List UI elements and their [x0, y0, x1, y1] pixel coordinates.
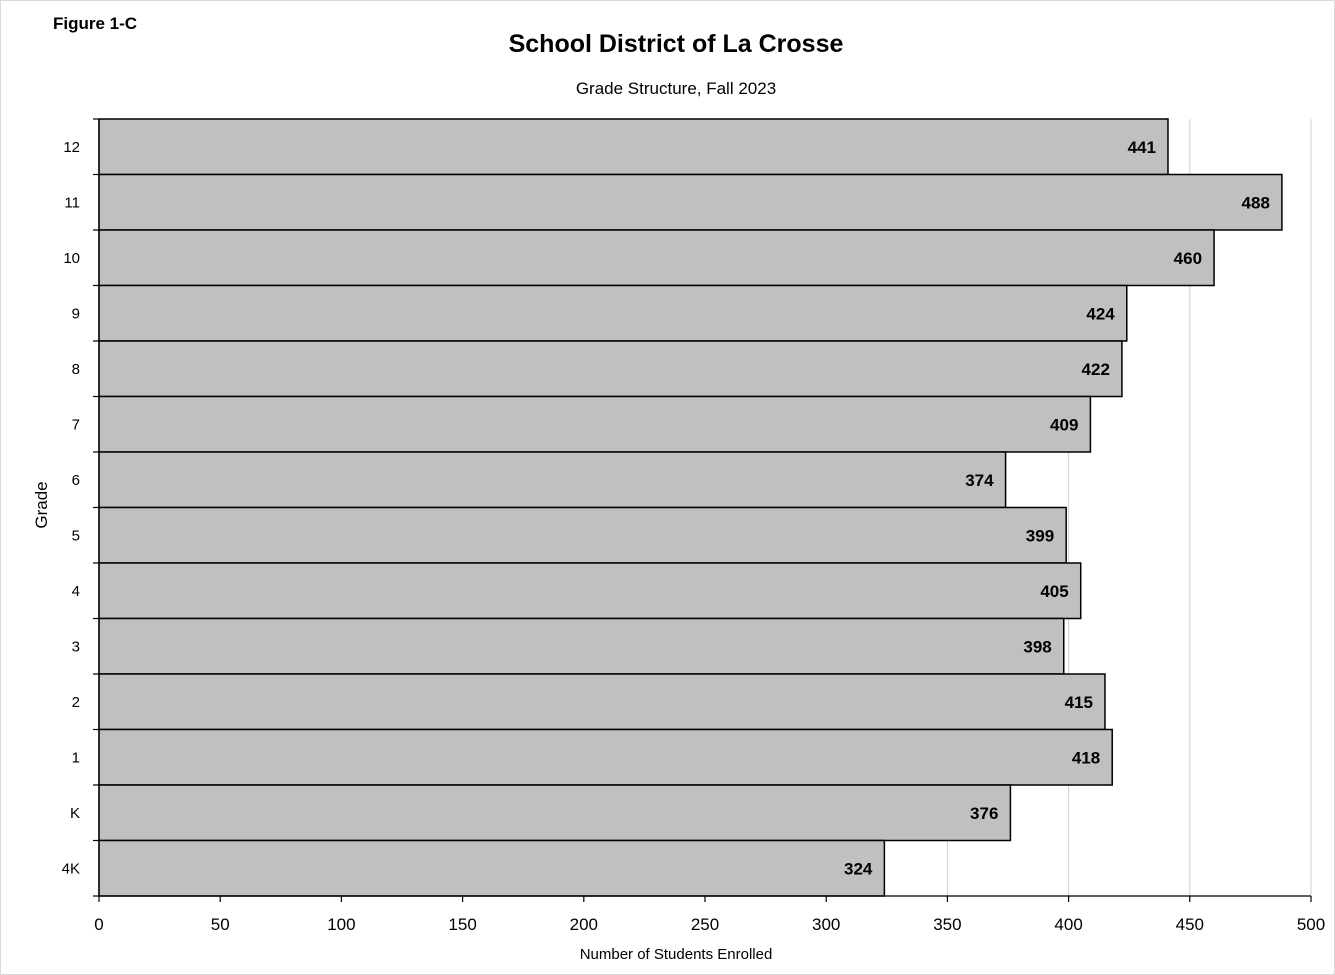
x-tick-label-500: 500 — [1297, 915, 1325, 934]
bar-grade-10 — [98, 229, 1215, 287]
y-tick-label-1: 1 — [72, 749, 80, 766]
y-tick-label-9: 9 — [72, 305, 80, 322]
data-label-grade-11: 488 — [1242, 193, 1270, 212]
data-label-grade-5: 399 — [1026, 526, 1054, 545]
axes — [93, 118, 1312, 902]
data-label-grade-9: 424 — [1086, 304, 1115, 323]
x-tick-label-200: 200 — [570, 915, 598, 934]
bar-grade-9 — [98, 284, 1128, 342]
y-tick-label-10: 10 — [63, 250, 80, 267]
figure-label: Figure 1-C — [53, 14, 137, 33]
data-label-grade-7: 409 — [1050, 415, 1078, 434]
bar-grade-11 — [98, 173, 1283, 231]
data-labels: 441 488 460 424 422 409 374 399 405 398 415 418 376 3… — [844, 138, 1270, 879]
x-tick-label-400: 400 — [1054, 915, 1082, 934]
data-label-grade-10: 460 — [1174, 249, 1202, 268]
bar-grade-4K — [98, 839, 886, 897]
x-tick-label-50: 50 — [211, 915, 230, 934]
bar-grade-12 — [98, 118, 1169, 176]
x-tick-labels: 0 50 100 150 200 250 300 350 400 450 500 — [94, 915, 1325, 934]
chart-title: School District of La Crosse — [509, 30, 844, 58]
y-tick-label-3: 3 — [72, 638, 80, 655]
data-label-grade-K: 376 — [970, 804, 998, 823]
x-tick-label-450: 450 — [1176, 915, 1204, 934]
chart-subtitle: Grade Structure, Fall 2023 — [576, 79, 776, 98]
y-tick-label-12: 12 — [63, 139, 80, 156]
data-label-grade-12: 441 — [1128, 138, 1156, 157]
y-tick-label-8: 8 — [72, 361, 80, 378]
bars — [98, 118, 1283, 897]
y-tick-label-7: 7 — [72, 416, 80, 433]
bar-grade-4 — [98, 562, 1082, 620]
data-label-grade-6: 374 — [965, 471, 994, 490]
x-tick-label-300: 300 — [812, 915, 840, 934]
data-label-grade-8: 422 — [1082, 360, 1110, 379]
x-axis-title: Number of Students Enrolled — [580, 946, 773, 963]
x-tick-label-150: 150 — [448, 915, 476, 934]
bar-grade-3 — [98, 617, 1065, 675]
x-tick-label-250: 250 — [691, 915, 719, 934]
bar-grade-K — [98, 784, 1012, 842]
y-tick-label-2: 2 — [72, 694, 80, 711]
data-label-grade-4K: 324 — [844, 859, 873, 878]
bar-grade-2 — [98, 673, 1106, 731]
y-tick-label-11: 11 — [64, 194, 80, 211]
bar-grade-7 — [98, 395, 1092, 453]
bar-grade-1 — [98, 728, 1113, 786]
y-tick-label-5: 5 — [72, 527, 80, 544]
y-tick-label-4: 4 — [72, 583, 80, 600]
data-label-grade-2: 415 — [1065, 693, 1093, 712]
y-tick-label-6: 6 — [72, 472, 80, 489]
bar-grade-6 — [98, 451, 1007, 509]
y-tick-labels: 12 11 10 9 8 7 6 5 4 3 2 1 K 4K — [62, 139, 80, 878]
y-tick-label-4K: 4K — [62, 860, 80, 877]
x-tick-label-350: 350 — [933, 915, 961, 934]
bar-grade-5 — [98, 506, 1067, 564]
y-tick-label-K: K — [70, 805, 80, 822]
x-tick-label-100: 100 — [327, 915, 355, 934]
data-label-grade-4: 405 — [1040, 582, 1068, 601]
data-label-grade-3: 398 — [1023, 637, 1051, 656]
data-label-grade-1: 418 — [1072, 748, 1100, 767]
x-tick-label-0: 0 — [94, 915, 103, 934]
y-axis-title: Grade — [32, 481, 51, 528]
bar-grade-8 — [98, 340, 1123, 398]
